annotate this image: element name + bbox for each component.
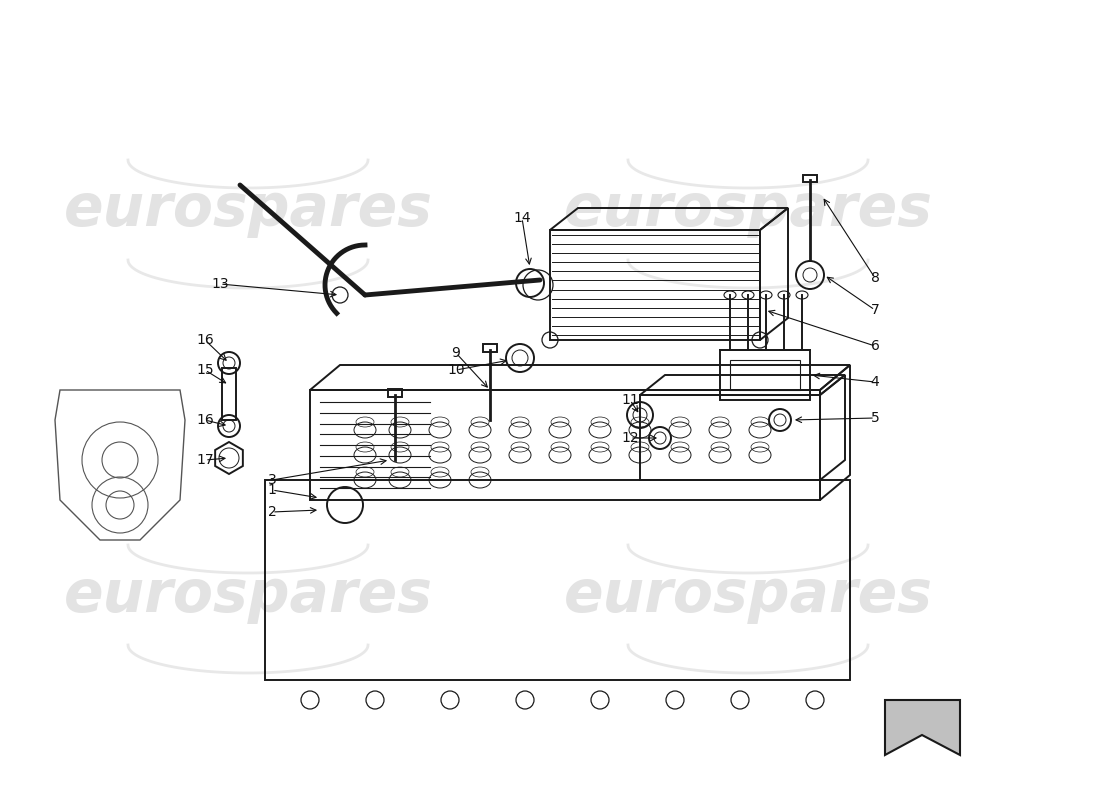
Text: 16: 16 [196, 413, 213, 427]
Text: eurospares: eurospares [563, 182, 933, 238]
Bar [388, 389, 401, 397]
Text: 2: 2 [267, 505, 276, 519]
Bar [222, 368, 236, 420]
Text: 11: 11 [621, 393, 639, 407]
Text: eurospares: eurospares [563, 566, 933, 623]
Text: 17: 17 [196, 453, 213, 467]
Bar [730, 360, 800, 390]
Text: 5: 5 [870, 411, 879, 425]
Polygon shape [886, 700, 960, 755]
Text: 6: 6 [870, 339, 879, 353]
Text: 9: 9 [452, 346, 461, 360]
Text: 3: 3 [267, 473, 276, 487]
Text: 10: 10 [448, 363, 465, 377]
Text: 12: 12 [621, 431, 639, 445]
Text: 1: 1 [267, 483, 276, 497]
Bar [483, 344, 497, 352]
Bar [720, 350, 810, 400]
Text: 7: 7 [870, 303, 879, 317]
Text: 4: 4 [870, 375, 879, 389]
Bar [803, 175, 817, 182]
Text: eurospares: eurospares [64, 182, 432, 238]
Text: eurospares: eurospares [64, 566, 432, 623]
Text: 8: 8 [870, 271, 879, 285]
Text: 14: 14 [514, 211, 531, 225]
Text: 15: 15 [196, 363, 213, 377]
Text: 16: 16 [196, 333, 213, 347]
Text: 13: 13 [211, 277, 229, 291]
